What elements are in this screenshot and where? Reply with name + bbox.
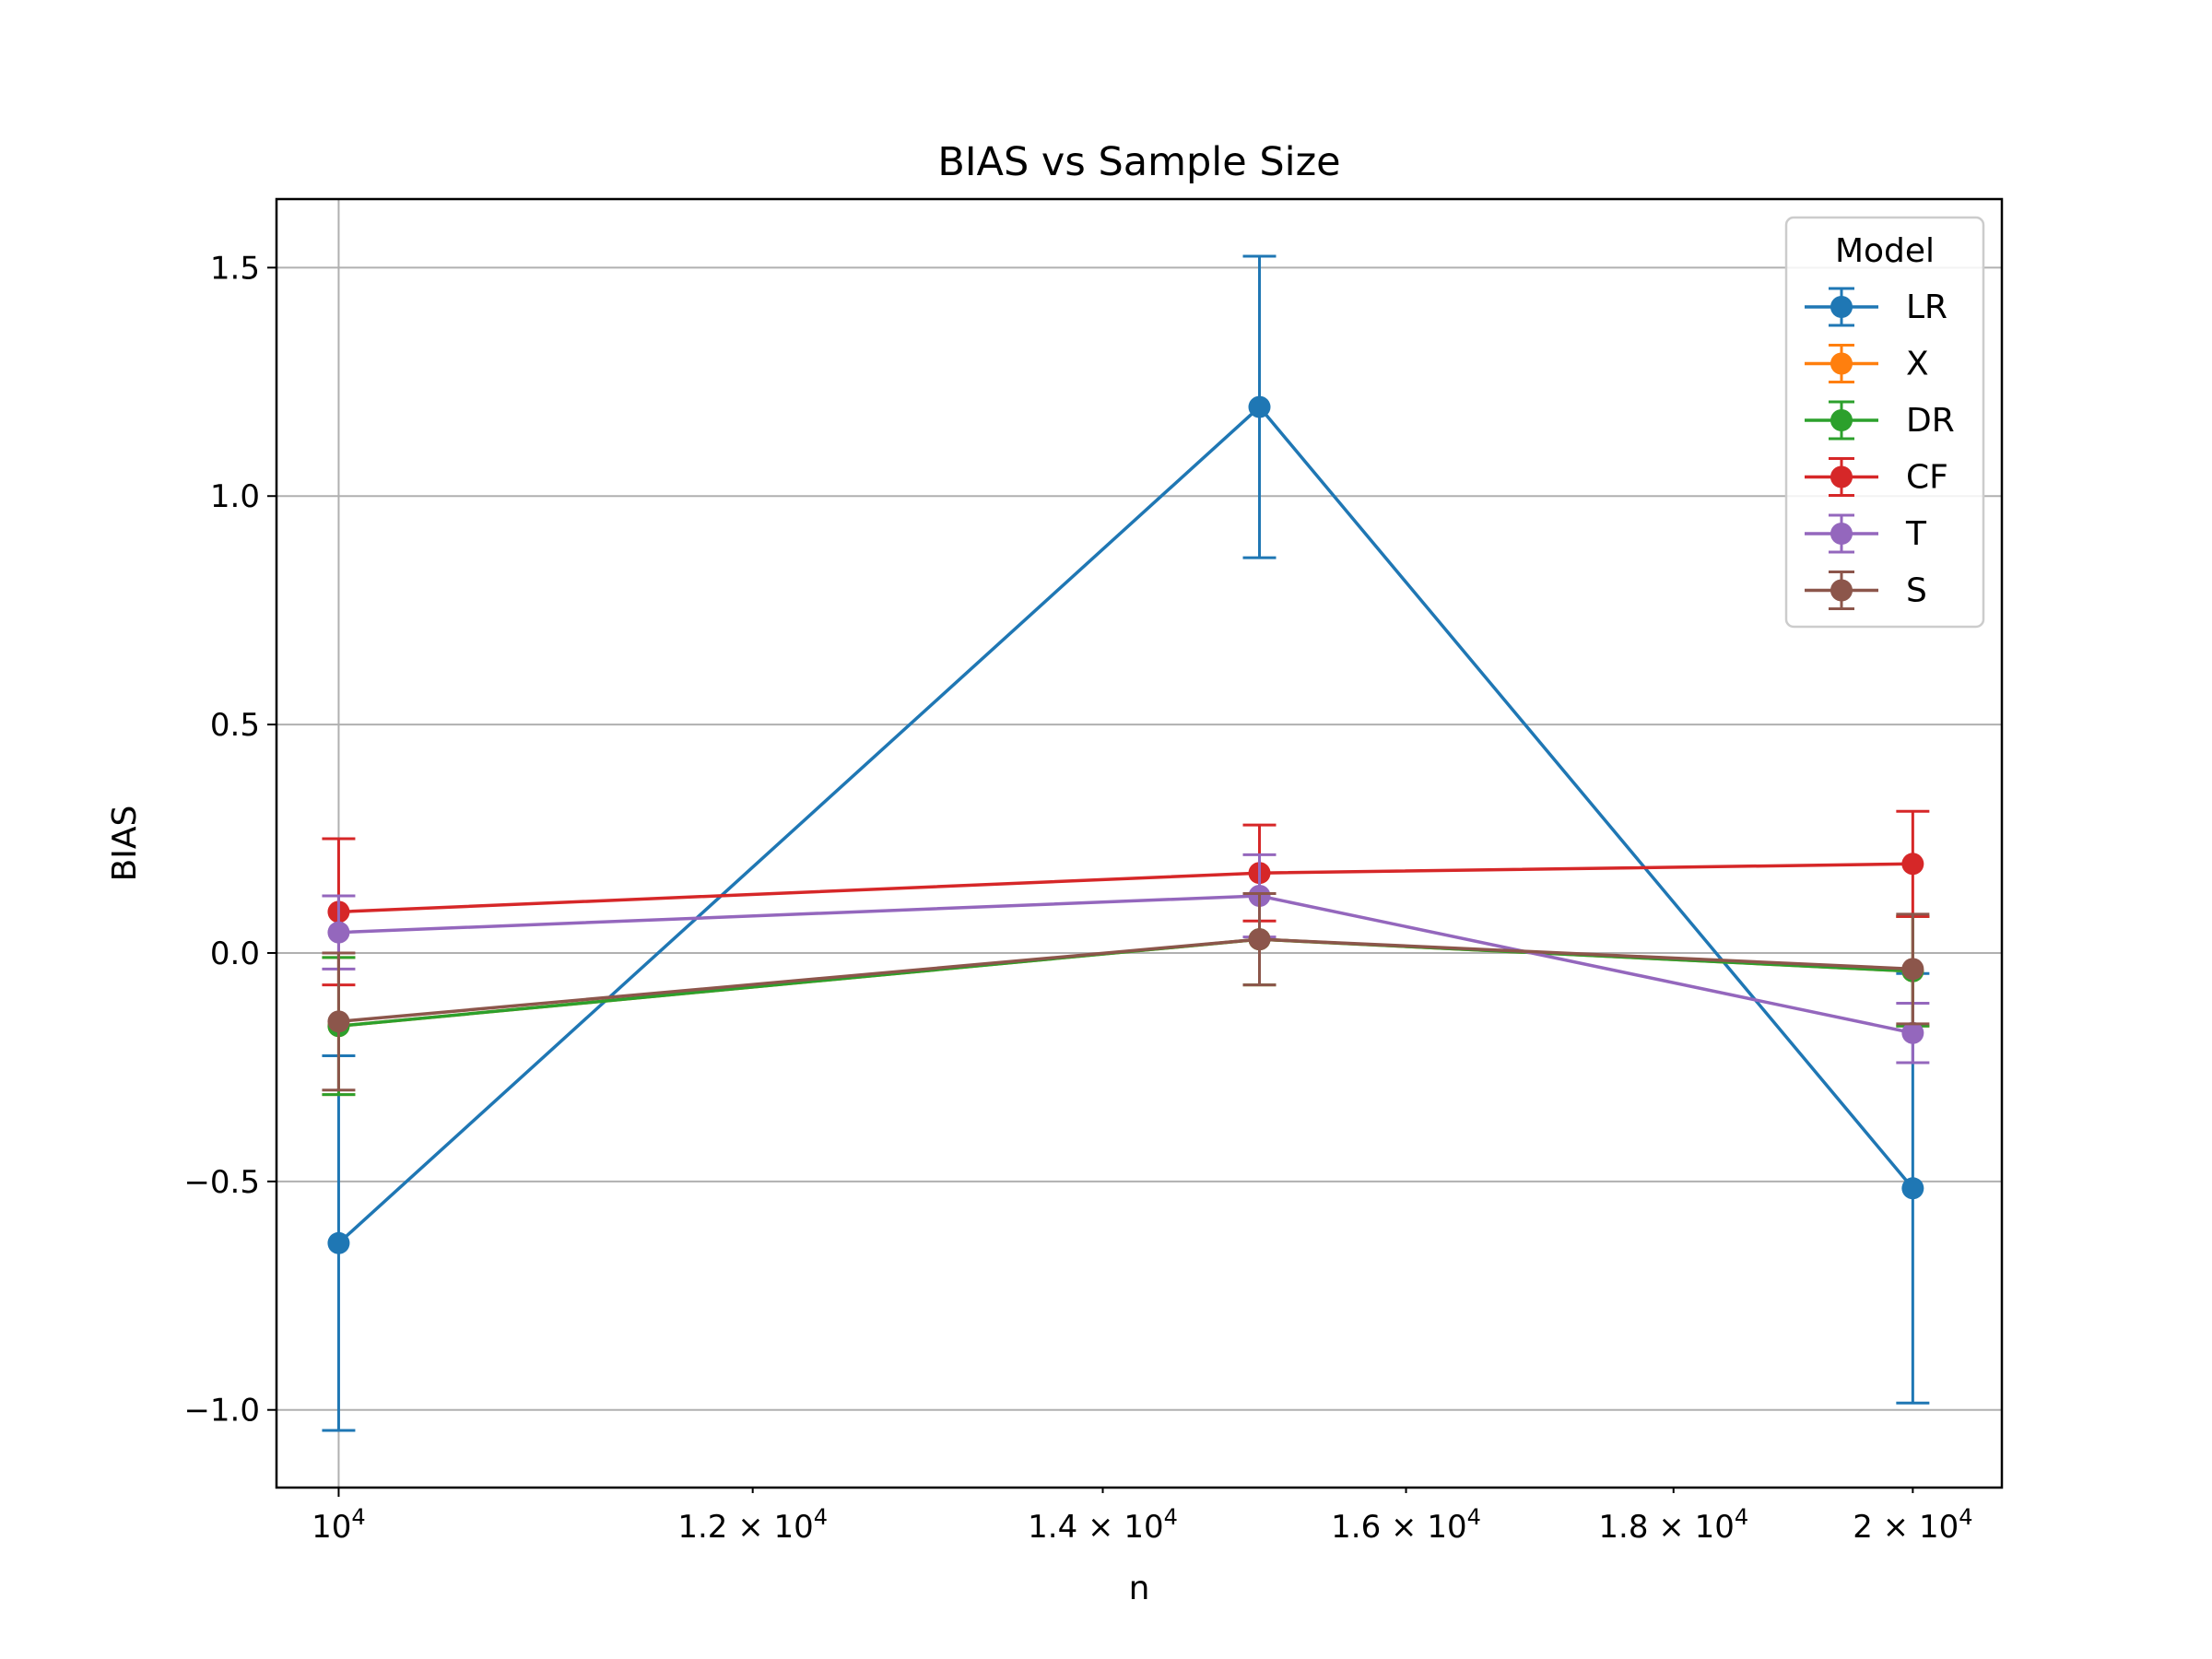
legend-t-marker xyxy=(1830,523,1853,545)
series-s-point-2 xyxy=(1901,958,1924,981)
legend-dr-label: DR xyxy=(1906,402,1955,440)
y-tick-label-0: 1.5 xyxy=(210,250,260,287)
y-tick-label-4: −0.5 xyxy=(183,1164,260,1201)
legend-cf-label: CF xyxy=(1906,459,1948,497)
x-tick-mantissa-3: 1.6 × xyxy=(1331,1509,1427,1546)
x-tick-exponent-3: 4 xyxy=(1467,1504,1481,1530)
series-t-point-2 xyxy=(1901,1021,1924,1044)
legend-entries: LR X DR CF TS xyxy=(1805,287,1955,610)
y-tick-label-1: 1.0 xyxy=(210,478,260,515)
x-tick-label-1: 1.2 × 104 xyxy=(677,1504,828,1546)
series-s-line xyxy=(338,937,1913,1024)
legend-x-label: X xyxy=(1906,346,1929,383)
x-tick-mantissa-1: 1.2 × xyxy=(677,1509,773,1546)
x-tick-label-4: 1.8 × 104 xyxy=(1598,1504,1748,1546)
legend: Model LR X DR CF TS xyxy=(1784,216,1985,629)
legend-t-label: T xyxy=(1905,515,1927,553)
legend-entry-s: S xyxy=(1805,571,1927,610)
x-tick-exponent-2: 4 xyxy=(1164,1504,1178,1530)
x-tick-label-5: 2 × 104 xyxy=(1853,1504,1972,1546)
series-t-line xyxy=(338,894,1913,1035)
grid xyxy=(276,199,2002,1488)
x-tick-mantissa-2: 1.4 × xyxy=(1028,1509,1124,1546)
x-tick-exponent-5: 4 xyxy=(1959,1504,1972,1530)
series-lr-point-1 xyxy=(1248,395,1271,418)
x-tick-mantissa-4: 1.8 × xyxy=(1598,1509,1694,1546)
legend-lr-label: LR xyxy=(1906,288,1947,326)
series-lr-line xyxy=(337,405,1914,1245)
x-tick-base-3: 10 xyxy=(1427,1509,1466,1546)
legend-s-label: S xyxy=(1906,572,1927,610)
legend-entry-cf: CF xyxy=(1805,457,1948,497)
x-axis-label: n xyxy=(1129,1570,1150,1607)
legend-lr-marker xyxy=(1830,296,1853,318)
x-tick-exponent-0: 4 xyxy=(351,1504,365,1530)
x-tick-base-4: 10 xyxy=(1695,1509,1735,1546)
y-tick-label-2: 0.5 xyxy=(210,707,260,744)
x-tick-label-2: 1.4 × 104 xyxy=(1028,1504,1178,1546)
legend-entry-lr: LR xyxy=(1805,287,1947,327)
legend-dr-marker xyxy=(1830,409,1853,431)
legend-entry-dr: DR xyxy=(1805,400,1955,441)
x-tick-exponent-4: 4 xyxy=(1735,1504,1748,1530)
legend-x-marker xyxy=(1830,352,1853,375)
series-layer xyxy=(322,254,1930,1432)
x-tick-mantissa-5: 2 × xyxy=(1853,1509,1919,1546)
series-lr-point-2 xyxy=(1901,1177,1924,1200)
x-tick-exponent-1: 4 xyxy=(814,1504,828,1530)
x-tick-base-5: 10 xyxy=(1919,1509,1959,1546)
x-tick-base-1: 10 xyxy=(774,1509,814,1546)
legend-cf-marker xyxy=(1830,465,1853,488)
legend-title: Model xyxy=(1835,232,1935,270)
legend-s-marker xyxy=(1830,579,1853,602)
y-tick-label-5: −1.0 xyxy=(183,1393,260,1430)
x-tick-label-3: 1.6 × 104 xyxy=(1331,1504,1481,1546)
series-s xyxy=(322,892,1930,1092)
y-tick-label-3: 0.0 xyxy=(210,935,260,972)
series-cf-point-2 xyxy=(1901,853,1924,876)
legend-entry-t: T xyxy=(1805,513,1927,554)
x-tick-label-0: 104 xyxy=(312,1504,366,1546)
chart-title: BIAS vs Sample Size xyxy=(937,139,1340,185)
series-lr-point-0 xyxy=(327,1231,350,1254)
plot-frame xyxy=(275,197,2004,1489)
series-t-point-0 xyxy=(327,921,350,944)
series-s-point-1 xyxy=(1248,928,1271,951)
x-tick-base-2: 10 xyxy=(1124,1509,1163,1546)
legend-entry-x: X xyxy=(1805,344,1929,383)
y-axis-label: BIAS xyxy=(106,806,144,882)
series-s-point-0 xyxy=(327,1010,350,1033)
x-tick-base-0: 10 xyxy=(312,1509,351,1546)
series-lr xyxy=(322,254,1930,1432)
